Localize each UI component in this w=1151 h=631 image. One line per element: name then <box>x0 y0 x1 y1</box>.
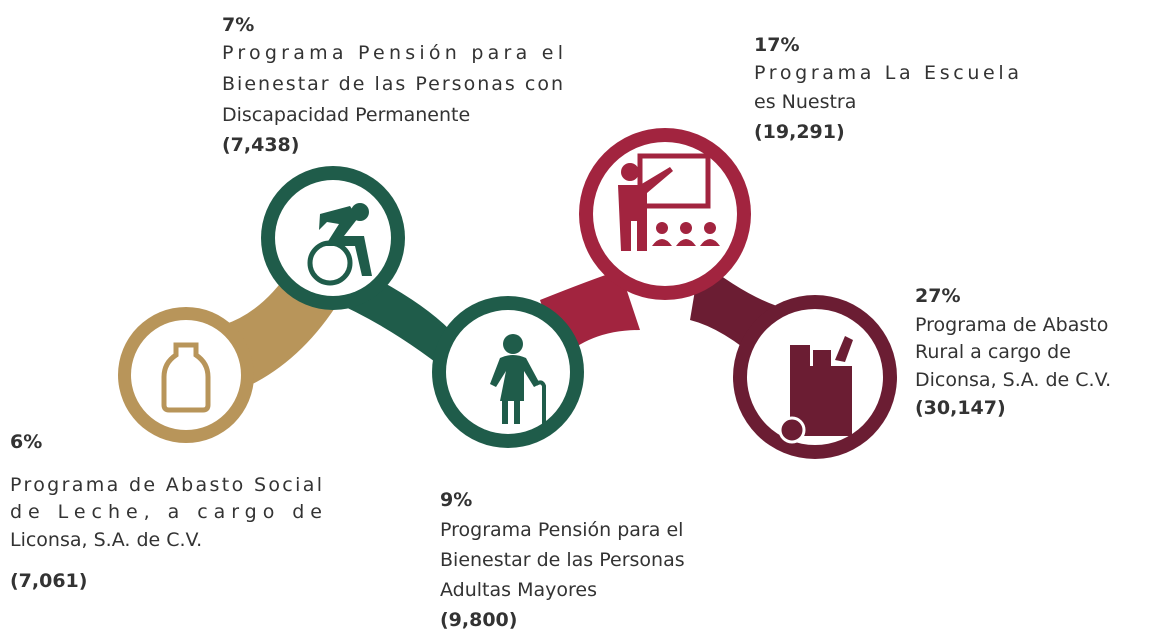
icons <box>161 153 853 444</box>
label-line: Discapacidad Permanente <box>222 104 470 126</box>
label-line: Adultas Mayores <box>440 579 597 601</box>
labels: 6% Programa de Abasto Social de Leche, a c… <box>10 14 1111 631</box>
count: (7,438) <box>222 134 299 156</box>
percent: 17% <box>754 34 799 56</box>
label-line: es Nuestra <box>754 91 856 113</box>
count: (19,291) <box>754 121 845 143</box>
circle-inner <box>131 320 241 430</box>
classroom-icon <box>618 153 720 251</box>
percent: 27% <box>915 285 960 307</box>
count: (30,147) <box>915 397 1006 419</box>
label-line: Liconsa, S.A. de C.V. <box>10 529 202 551</box>
percent: 6% <box>10 431 42 453</box>
milk-icon <box>161 342 211 413</box>
wheelchair-icon <box>307 203 372 286</box>
count: (7,061) <box>10 570 87 592</box>
label-line: Diconsa, S.A. de C.V. <box>915 369 1111 391</box>
count: (9,800) <box>440 609 517 631</box>
label-line: Programa de Abasto <box>915 314 1108 336</box>
label-line: Rural a cargo de <box>915 341 1071 363</box>
circle-inner <box>593 142 737 286</box>
label-line: Programa Pensión para el <box>440 519 683 541</box>
label-line: Programa Pensión para el <box>222 42 563 64</box>
elderly-icon <box>490 334 546 424</box>
percent: 7% <box>222 14 254 36</box>
percent: 9% <box>440 489 472 511</box>
label-line: Bienestar de las Personas con <box>222 73 563 95</box>
label-line: Programa La Escuela <box>754 62 1019 84</box>
label-line: Programa de Abasto Social <box>10 474 322 496</box>
groceries-icon <box>778 336 853 444</box>
label-line: Bienestar de las Personas <box>440 549 685 571</box>
label-line: de Leche, a cargo de <box>10 501 322 523</box>
